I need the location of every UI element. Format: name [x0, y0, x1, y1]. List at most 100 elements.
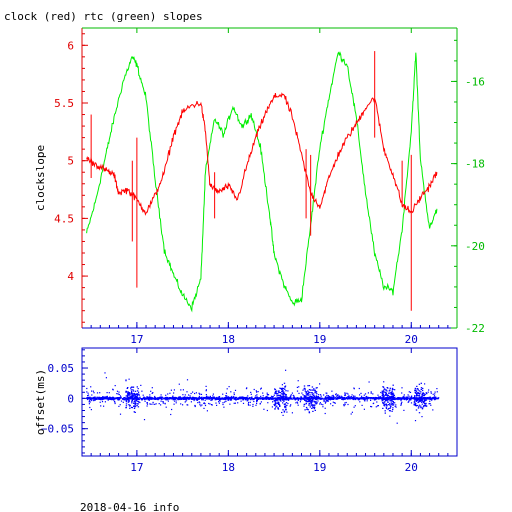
offset-point — [310, 389, 312, 391]
offset-point — [128, 404, 130, 406]
offset-point — [285, 406, 287, 408]
offset-point — [339, 396, 341, 398]
offset-point — [385, 399, 387, 401]
offset-point — [270, 395, 273, 397]
offset-point — [350, 396, 352, 398]
offset-point — [255, 390, 257, 392]
offset-point — [392, 402, 395, 404]
offset-point — [252, 399, 254, 401]
offset-point — [251, 398, 254, 400]
offset-point — [166, 399, 168, 401]
offset-point — [285, 402, 288, 404]
offset-point — [288, 399, 290, 401]
offset-point — [284, 398, 287, 400]
offset-point — [141, 399, 143, 401]
offset-point — [260, 388, 262, 390]
offset-point — [388, 404, 390, 406]
offset-point — [201, 396, 203, 398]
offset-point — [133, 405, 135, 407]
offset-point — [212, 397, 214, 399]
offset-point — [274, 392, 276, 394]
offset-point — [171, 396, 174, 398]
offset-point — [250, 393, 252, 395]
offset-point — [413, 403, 415, 405]
offset-point — [112, 398, 114, 400]
offset-point — [391, 396, 393, 399]
offset-point — [179, 398, 181, 401]
offset-point — [179, 396, 181, 398]
offset-point — [417, 394, 419, 397]
right-tick-label: -20 — [465, 240, 485, 253]
offset-point — [192, 396, 194, 399]
offset-point — [361, 395, 363, 397]
offset-point — [385, 392, 387, 394]
offset-point — [99, 398, 101, 400]
offset-point — [418, 412, 421, 414]
offset-point — [92, 397, 95, 399]
offset-point — [108, 392, 110, 394]
offset-point — [178, 396, 180, 398]
offset-point — [364, 393, 367, 395]
offset-point — [136, 403, 138, 405]
offset-point — [383, 398, 386, 400]
offset-point — [267, 398, 270, 400]
offset-point — [96, 396, 99, 398]
offset-point — [419, 400, 422, 402]
offset-point — [164, 397, 167, 399]
offset-point — [152, 392, 154, 394]
offset-point — [132, 398, 135, 400]
offset-point — [190, 398, 192, 400]
offset-point — [369, 398, 372, 400]
offset-point — [137, 393, 139, 395]
offset-point — [349, 397, 351, 399]
offset-point — [392, 404, 394, 406]
offset-point — [418, 383, 421, 385]
offset-point — [320, 403, 322, 405]
offset-point — [135, 398, 138, 400]
offset-point — [393, 394, 395, 396]
offset-point — [261, 398, 263, 400]
offset-point — [198, 401, 200, 403]
offset-point — [119, 395, 121, 397]
offset-point — [344, 398, 346, 400]
offset-point — [152, 401, 154, 403]
offset-point — [428, 396, 431, 398]
offset-point — [283, 400, 285, 402]
offset-point — [102, 396, 104, 398]
offset-point — [355, 397, 357, 399]
offset-point — [309, 397, 311, 399]
offset-point — [383, 381, 385, 383]
offset-point — [89, 398, 91, 400]
offset-point — [125, 380, 127, 382]
offset-point — [333, 398, 335, 400]
offset-point — [313, 393, 315, 395]
offset-point — [274, 399, 276, 401]
offset-point — [321, 397, 324, 399]
offset-point — [432, 397, 435, 399]
offset-point — [171, 397, 174, 399]
offset-point — [428, 403, 430, 405]
offset-point — [195, 398, 198, 400]
offset-point — [263, 398, 265, 400]
offset-point — [297, 402, 299, 404]
offset-point — [328, 395, 330, 398]
offset-point — [279, 392, 282, 394]
offset-point — [337, 398, 339, 400]
offset-point — [423, 402, 425, 404]
offset-point — [125, 403, 128, 405]
offset-point — [373, 398, 375, 400]
offset-point — [309, 400, 311, 402]
offset-point — [220, 397, 223, 399]
offset-point — [176, 397, 178, 399]
offset-point — [379, 397, 382, 399]
offset-point — [339, 397, 342, 399]
offset-point — [274, 388, 276, 390]
offset-point — [202, 397, 204, 400]
offset-point — [168, 397, 170, 399]
offset-point — [277, 395, 279, 397]
offset-point — [199, 393, 201, 395]
offset-point — [308, 411, 310, 413]
offset-point — [304, 388, 306, 390]
offset-point — [90, 409, 92, 411]
